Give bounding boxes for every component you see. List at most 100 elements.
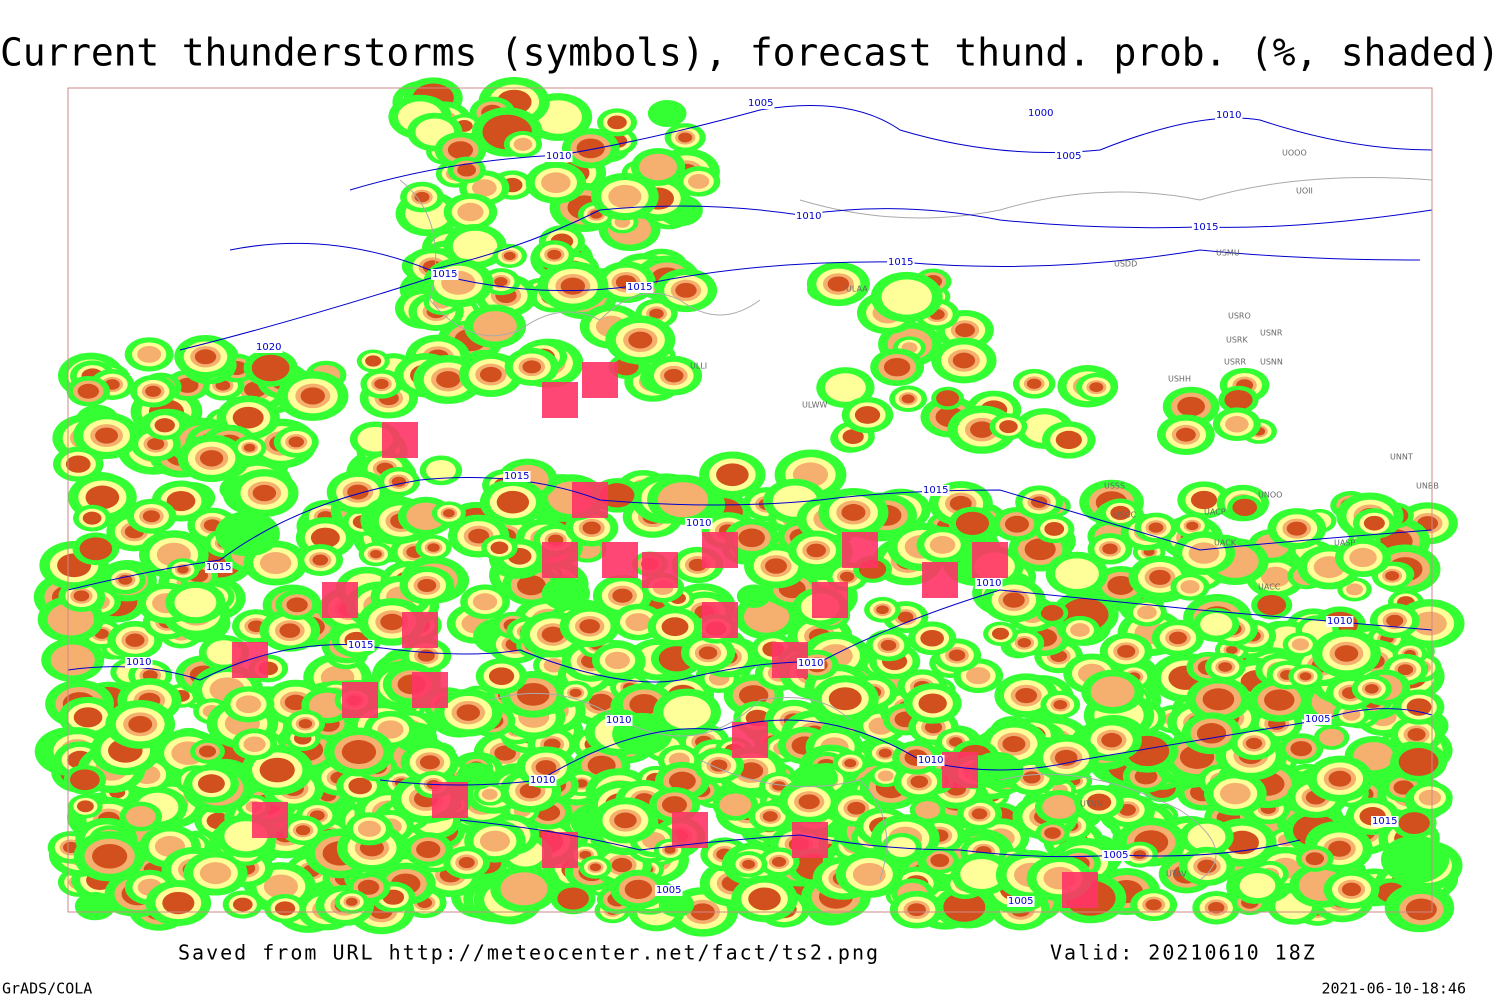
shade bbox=[576, 138, 605, 159]
shade bbox=[426, 460, 456, 481]
shade bbox=[1398, 748, 1439, 776]
shade bbox=[95, 427, 118, 444]
shade bbox=[743, 600, 790, 633]
shade bbox=[1055, 558, 1099, 590]
shade bbox=[347, 484, 369, 500]
shade bbox=[1118, 803, 1136, 816]
shade bbox=[970, 421, 994, 438]
shade bbox=[1102, 543, 1118, 555]
shade bbox=[479, 830, 510, 852]
shade bbox=[924, 721, 943, 734]
label-background bbox=[503, 471, 531, 482]
isobar-label: 1005 bbox=[1008, 896, 1033, 907]
shade bbox=[517, 575, 546, 596]
shade bbox=[1107, 575, 1135, 595]
shade bbox=[503, 251, 516, 261]
shade bbox=[125, 806, 156, 827]
storm-symbol bbox=[342, 682, 378, 718]
station-label: USRR bbox=[1224, 358, 1246, 367]
label-background bbox=[922, 485, 950, 496]
shade bbox=[516, 682, 550, 706]
shade bbox=[1044, 522, 1065, 536]
shade bbox=[897, 611, 914, 623]
shade bbox=[70, 769, 100, 791]
shade bbox=[1149, 569, 1171, 585]
shade bbox=[416, 840, 441, 858]
shade bbox=[1239, 873, 1276, 899]
shade bbox=[479, 366, 502, 383]
label-background bbox=[685, 518, 713, 529]
isobar-label: 1015 bbox=[504, 471, 529, 482]
storm-symbol bbox=[842, 532, 878, 568]
label-background bbox=[1215, 110, 1243, 121]
label-background bbox=[887, 257, 915, 268]
shade bbox=[457, 163, 477, 177]
shade bbox=[488, 667, 515, 686]
shade bbox=[965, 667, 991, 685]
software-credit: GrADS/COLA bbox=[2, 980, 92, 998]
shade bbox=[417, 578, 437, 593]
shade bbox=[243, 443, 256, 452]
shade bbox=[79, 537, 113, 561]
shade bbox=[841, 504, 866, 521]
shade bbox=[883, 357, 911, 377]
shade bbox=[1225, 830, 1259, 855]
shade bbox=[918, 693, 947, 714]
shade bbox=[661, 796, 687, 814]
shade bbox=[243, 736, 266, 752]
isobar-label: 1010 bbox=[798, 658, 823, 669]
shade bbox=[1380, 835, 1450, 884]
station-label: ULLI bbox=[690, 362, 707, 371]
storm-symbol bbox=[922, 562, 958, 598]
shade bbox=[166, 490, 196, 512]
storm-symbol bbox=[412, 672, 448, 708]
station-label: UASP bbox=[1334, 539, 1355, 548]
shade bbox=[1291, 638, 1310, 651]
shade bbox=[628, 331, 653, 349]
shade bbox=[1187, 823, 1226, 851]
shade bbox=[1015, 687, 1038, 704]
shade bbox=[82, 511, 102, 525]
shade bbox=[137, 345, 162, 363]
station-labels: UOOO UOII USDD USMU USRO USRK USNR USRR … bbox=[690, 149, 1439, 879]
shade bbox=[1334, 645, 1359, 662]
shade bbox=[357, 820, 382, 837]
shade bbox=[930, 853, 950, 868]
shade bbox=[1386, 614, 1404, 627]
label-background bbox=[1371, 816, 1399, 827]
station-label: USSS bbox=[1104, 482, 1125, 491]
shade bbox=[582, 521, 601, 535]
label-background bbox=[1102, 850, 1130, 861]
label-background bbox=[205, 562, 233, 573]
station-label: USRK bbox=[1226, 336, 1248, 345]
shade bbox=[710, 759, 728, 772]
shade bbox=[991, 627, 1009, 640]
label-background bbox=[747, 98, 775, 109]
shade bbox=[624, 879, 653, 900]
shade bbox=[1328, 770, 1352, 787]
shade bbox=[490, 541, 509, 555]
shade bbox=[1017, 638, 1032, 648]
storm-symbol bbox=[252, 802, 288, 838]
label-background bbox=[255, 342, 283, 353]
shade bbox=[1002, 735, 1026, 753]
isobar-label: 1010 bbox=[1216, 110, 1241, 121]
shade bbox=[147, 437, 165, 450]
storm-symbol bbox=[1062, 872, 1098, 908]
shade bbox=[77, 383, 99, 399]
shade bbox=[1145, 899, 1162, 911]
station-label: UNNT bbox=[1390, 453, 1413, 462]
shade bbox=[215, 511, 280, 557]
shade bbox=[142, 510, 160, 523]
storm-symbol bbox=[542, 832, 578, 868]
shade bbox=[824, 373, 866, 402]
shade bbox=[668, 771, 696, 791]
shade bbox=[1117, 645, 1136, 658]
shade bbox=[1044, 827, 1061, 839]
label-background bbox=[605, 715, 633, 726]
shade bbox=[798, 794, 820, 810]
shade bbox=[625, 613, 652, 632]
shade bbox=[611, 857, 633, 873]
valid-time: Valid: 20210610 18Z bbox=[1050, 941, 1317, 965]
